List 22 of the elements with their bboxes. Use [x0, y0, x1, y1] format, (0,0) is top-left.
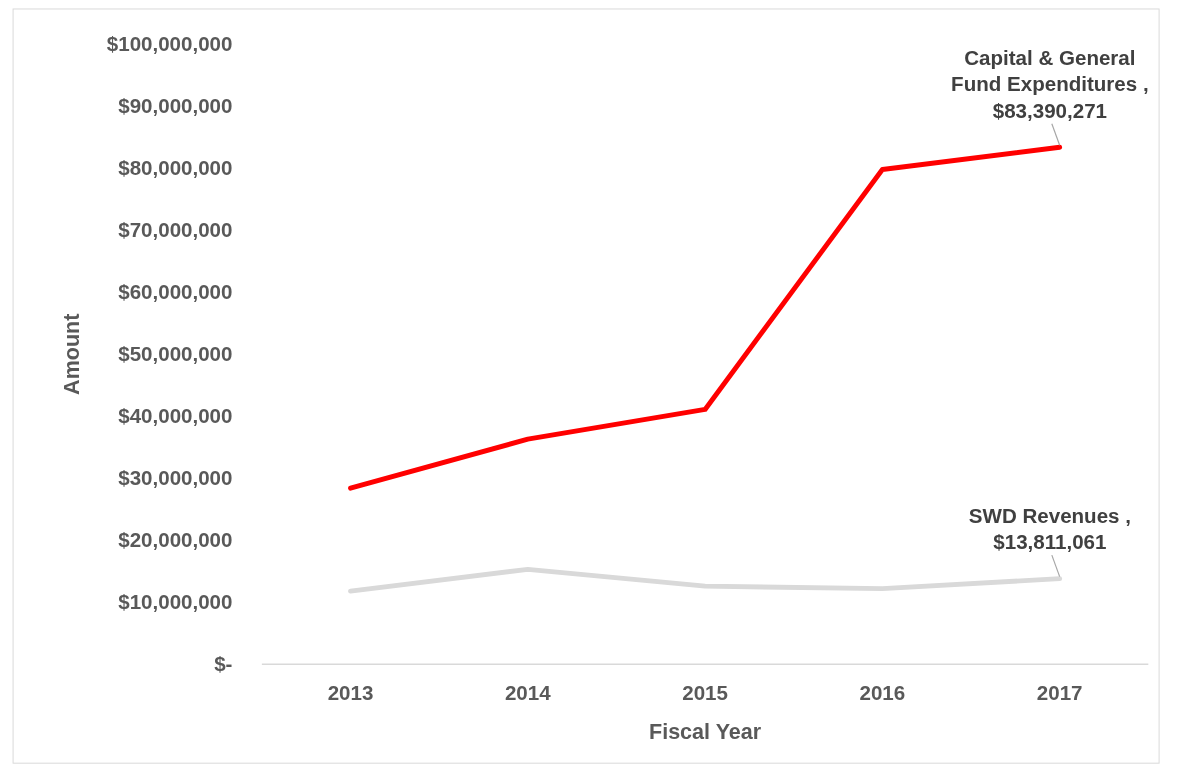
- y-tick-label: $90,000,000: [118, 94, 233, 118]
- annotation: SWD Revenues , $13,811,061: [968, 503, 1131, 554]
- y-tick-label: $10,000,000: [118, 590, 233, 614]
- y-tick-label: $-: [214, 652, 233, 676]
- y-tick-label: $50,000,000: [118, 342, 233, 366]
- x-axis-title: Fiscal Year: [649, 719, 762, 744]
- line-series: [348, 144, 1063, 491]
- x-tick-label: 2015: [682, 680, 728, 704]
- x-tick-label: 2016: [859, 680, 906, 704]
- annotation: Capital & General Fund Expenditures , $83,390,271: [951, 45, 1149, 122]
- y-tick-label: $80,000,000: [118, 156, 233, 180]
- x-tick-label: 2014: [504, 680, 552, 704]
- y-tick-label: $70,000,000: [118, 218, 233, 242]
- line-series: [348, 566, 1063, 594]
- y-tick-label: $100,000,000: [106, 32, 233, 56]
- x-tick-label: 2017: [1036, 680, 1083, 704]
- y-tick-label: $60,000,000: [118, 280, 233, 304]
- y-tick-label: $20,000,000: [118, 528, 233, 552]
- y-tick-label: $30,000,000: [118, 466, 233, 490]
- y-axis-title: Amount: [59, 313, 84, 395]
- y-tick-label: $40,000,000: [118, 404, 233, 428]
- x-tick-label: 2013: [327, 680, 374, 704]
